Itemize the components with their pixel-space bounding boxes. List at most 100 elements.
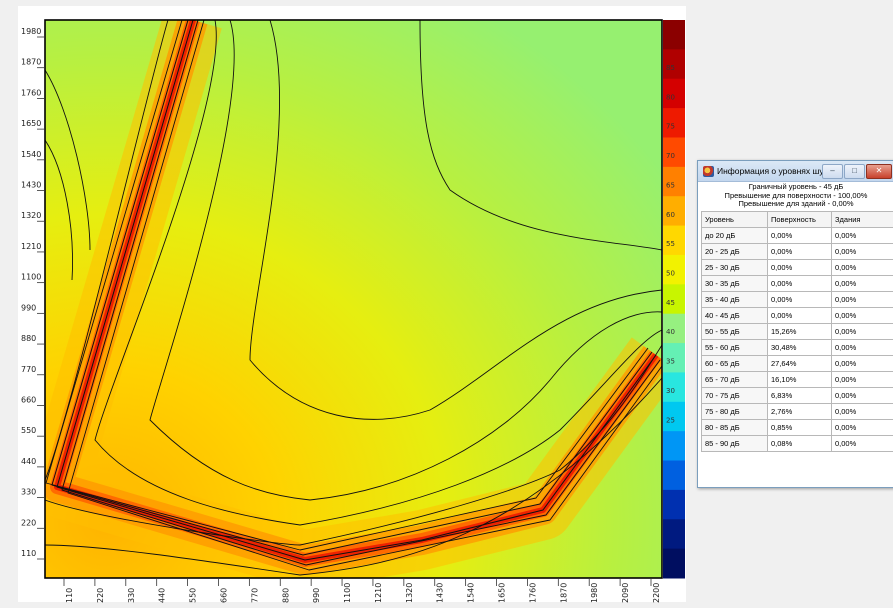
scale-label: 45 — [666, 299, 675, 307]
row-surface: 6,83% — [767, 386, 832, 404]
header-buildings[interactable]: Здания — [831, 210, 893, 228]
y-tick-label: 220 — [21, 518, 36, 527]
x-tick-label: 1210 — [374, 583, 383, 603]
row-buildings: 0,00% — [831, 242, 893, 260]
y-tick-label: 1760 — [21, 88, 41, 97]
y-tick-label: 1430 — [21, 181, 41, 190]
row-surface: 0,00% — [767, 226, 832, 244]
row-surface: 30,48% — [767, 338, 832, 356]
table-row[interactable]: 85 - 90 дБ 0,08% 0,00% — [701, 434, 893, 452]
scale-label: 70 — [666, 152, 675, 160]
table-row[interactable]: 35 - 40 дБ 0,00% 0,00% — [701, 290, 893, 308]
row-surface: 0,00% — [767, 306, 832, 324]
row-buildings: 0,00% — [831, 370, 893, 388]
row-surface: 0,00% — [767, 258, 832, 276]
close-button[interactable]: ✕ — [866, 164, 892, 179]
noise-info-window[interactable]: Информация о уровнях шума – □ ✕ Граничны… — [697, 160, 893, 488]
noise-contour-map — [45, 20, 662, 578]
table-row[interactable]: 20 - 25 дБ 0,00% 0,00% — [701, 242, 893, 260]
scale-swatch — [663, 254, 685, 285]
table-row[interactable]: 80 - 85 дБ 0,85% 0,00% — [701, 418, 893, 436]
y-tick-label: 1650 — [21, 119, 41, 128]
x-tick-label: 770 — [250, 588, 259, 603]
scale-swatch — [663, 343, 685, 373]
x-tick-label: 440 — [158, 588, 167, 603]
scale-label: 60 — [666, 211, 675, 219]
row-surface: 2,76% — [767, 402, 832, 420]
y-tick-label: 990 — [21, 303, 36, 312]
table-row[interactable]: 55 - 60 дБ 30,48% 0,00% — [701, 338, 893, 356]
scale-swatch — [663, 313, 685, 344]
row-buildings: 0,00% — [831, 258, 893, 276]
y-axis: 110 220 330 440 550 660 770 880 990 1100 1210 1320 1… — [21, 27, 45, 560]
scale-label: 25 — [666, 416, 675, 424]
x-tick-label: 1430 — [436, 583, 445, 603]
y-tick-label: 660 — [21, 395, 36, 404]
boundary-level: Граничный уровень - 45 дБ — [748, 182, 844, 191]
row-surface: 0,00% — [767, 274, 832, 292]
row-buildings: 0,00% — [831, 306, 893, 324]
color-scale-bar: 85 80 75 70 65 60 55 50 45 40 35 30 25 — [663, 20, 685, 579]
scale-label: 35 — [666, 358, 675, 366]
scale-swatch — [663, 519, 685, 550]
scale-swatch — [663, 225, 685, 256]
scale-label: 30 — [666, 387, 675, 395]
row-level: 55 - 60 дБ — [701, 338, 768, 356]
row-level: 40 - 45 дБ — [701, 306, 768, 324]
y-tick-label: 1320 — [21, 211, 41, 220]
x-tick-label: 1540 — [467, 583, 476, 603]
row-surface: 15,26% — [767, 322, 832, 340]
table-row[interactable]: 50 - 55 дБ 15,26% 0,00% — [701, 322, 893, 340]
table-row[interactable]: 60 - 65 дБ 27,64% 0,00% — [701, 354, 893, 372]
x-tick-label: 990 — [312, 588, 321, 603]
row-buildings: 0,00% — [831, 434, 893, 452]
row-level: 35 - 40 дБ — [701, 290, 768, 308]
row-buildings: 0,00% — [831, 290, 893, 308]
y-tick-label: 550 — [21, 426, 36, 435]
scale-swatch — [663, 166, 685, 197]
x-tick-label: 660 — [219, 588, 228, 603]
maximize-button[interactable]: □ — [844, 164, 865, 179]
table-row[interactable]: 65 - 70 дБ 16,10% 0,00% — [701, 370, 893, 388]
levels-table: Уровень Поверхность Здания до 20 дБ 0,00%… — [701, 210, 893, 452]
table-row[interactable]: 40 - 45 дБ 0,00% 0,00% — [701, 306, 893, 324]
header-surface[interactable]: Поверхность — [767, 210, 832, 228]
row-level: до 20 дБ — [701, 226, 768, 244]
y-tick-label: 110 — [21, 549, 36, 558]
y-tick-label: 1100 — [21, 273, 41, 282]
header-level[interactable]: Уровень — [701, 210, 768, 228]
table-row[interactable]: 75 - 80 дБ 2,76% 0,00% — [701, 402, 893, 420]
row-level: 80 - 85 дБ — [701, 418, 768, 436]
window-titlebar[interactable]: Информация о уровнях шума – □ ✕ — [698, 161, 893, 182]
row-buildings: 0,00% — [831, 386, 893, 404]
summary-block: Граничный уровень - 45 дБ Превышение для… — [698, 182, 893, 211]
table-row[interactable]: до 20 дБ 0,00% 0,00% — [701, 226, 893, 244]
y-tick-label: 1210 — [21, 242, 41, 251]
x-tick-label: 220 — [96, 588, 105, 603]
row-surface: 0,00% — [767, 290, 832, 308]
table-row[interactable]: 70 - 75 дБ 6,83% 0,00% — [701, 386, 893, 404]
row-level: 20 - 25 дБ — [701, 242, 768, 260]
row-level: 30 - 35 дБ — [701, 274, 768, 292]
scale-swatch — [663, 431, 685, 462]
scale-label: 65 — [666, 181, 675, 189]
row-surface: 0,00% — [767, 242, 832, 260]
scale-swatch — [663, 20, 685, 50]
row-buildings: 0,00% — [831, 322, 893, 340]
row-buildings: 0,00% — [831, 226, 893, 244]
table-row[interactable]: 30 - 35 дБ 0,00% 0,00% — [701, 274, 893, 292]
row-level: 70 - 75 дБ — [701, 386, 768, 404]
scale-swatch — [663, 196, 685, 227]
row-level: 25 - 30 дБ — [701, 258, 768, 276]
row-buildings: 0,00% — [831, 274, 893, 292]
table-row[interactable]: 25 - 30 дБ 0,00% 0,00% — [701, 258, 893, 276]
x-tick-label: 550 — [189, 588, 198, 603]
row-buildings: 0,00% — [831, 354, 893, 372]
minimize-button[interactable]: – — [822, 164, 843, 179]
y-tick-label: 440 — [21, 457, 36, 466]
scale-swatch — [663, 489, 685, 520]
x-tick-label: 880 — [281, 588, 290, 603]
scale-label: 50 — [666, 270, 675, 278]
row-buildings: 0,00% — [831, 402, 893, 420]
